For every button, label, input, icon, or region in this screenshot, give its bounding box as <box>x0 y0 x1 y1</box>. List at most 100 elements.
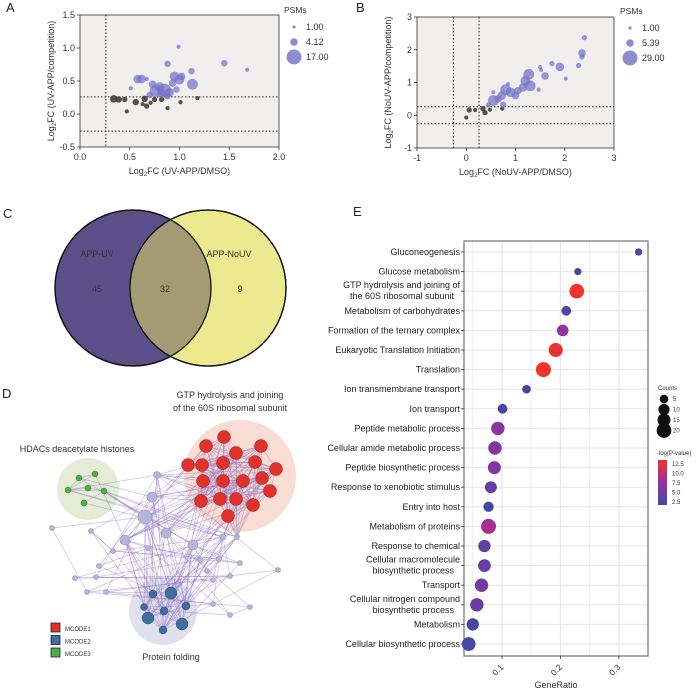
network-node-mcode1 <box>196 474 210 488</box>
network-node-mcode1 <box>194 494 208 508</box>
edge <box>143 606 183 625</box>
edge <box>98 547 149 567</box>
edge <box>144 480 244 518</box>
edge <box>124 477 263 541</box>
term-dot <box>481 518 497 534</box>
edge <box>227 461 256 517</box>
network-node-mcode1 <box>213 492 227 506</box>
edge <box>105 575 231 593</box>
edge <box>144 516 172 594</box>
network-node-mcode2 <box>159 606 169 616</box>
edge <box>181 544 194 625</box>
panel-letter-A: A <box>6 0 15 15</box>
legend-counts-label: 5 <box>673 397 677 403</box>
data-point <box>579 54 585 60</box>
network-node-mcode3 <box>80 499 88 507</box>
network-node <box>216 556 222 562</box>
data-point <box>122 96 128 103</box>
data-point <box>132 98 139 106</box>
network-node-mcode1 <box>217 430 231 444</box>
term-label: Ion transmembrane transport <box>344 384 461 394</box>
legend-size-label: 1.00 <box>306 22 324 32</box>
term-dot <box>635 248 643 256</box>
data-point <box>555 62 565 72</box>
network-node <box>119 534 131 546</box>
plot-frame <box>463 240 649 657</box>
edge <box>124 464 189 541</box>
x-axis-title: Log2FC (NoUV-APP/DMSO) <box>459 167 572 179</box>
network-node-mcode2 <box>141 611 155 625</box>
term-dot <box>491 421 505 436</box>
term-dot <box>497 403 508 414</box>
edge <box>192 498 237 546</box>
edge <box>181 559 201 625</box>
edge <box>163 610 231 616</box>
legend-size-label: 1.00 <box>642 23 660 33</box>
network-node-mcode1 <box>254 439 268 453</box>
network-node <box>103 589 109 595</box>
y-tick-label: 3 <box>407 12 412 22</box>
data-point <box>482 109 488 116</box>
edge <box>147 547 241 564</box>
edge <box>222 462 229 517</box>
data-point <box>245 67 250 72</box>
edge <box>162 477 263 631</box>
data-point <box>485 102 492 108</box>
edge <box>219 490 271 500</box>
term-dot <box>484 481 497 494</box>
edge <box>147 536 224 619</box>
edge <box>152 536 224 595</box>
edge <box>98 496 153 567</box>
panel-letter-D: D <box>2 386 11 401</box>
edge <box>165 480 224 534</box>
network-node-mcode1 <box>229 492 243 506</box>
edge <box>94 473 126 541</box>
edge <box>222 480 238 538</box>
network-node-mcode1 <box>199 439 213 453</box>
network-node-mcode1 <box>255 471 269 485</box>
edge <box>162 536 224 631</box>
data-point <box>188 67 195 75</box>
edge <box>95 576 214 581</box>
x-tick-label: 0.0 <box>74 152 87 162</box>
data-point <box>124 109 129 114</box>
term-label: Translation <box>416 365 460 375</box>
edge <box>222 480 244 538</box>
legend-counts-circle <box>658 403 670 416</box>
edge <box>78 477 153 498</box>
cluster-label-mcode2: Protein folding <box>142 652 200 662</box>
network-node <box>187 539 199 551</box>
network-node-mcode1 <box>221 509 235 523</box>
edge <box>144 516 187 607</box>
edge <box>90 530 114 552</box>
data-point <box>524 80 536 92</box>
legend-counts-label: 10 <box>673 408 680 414</box>
term-label: Ion transport <box>409 404 460 414</box>
edge <box>74 575 231 579</box>
edge <box>170 536 238 594</box>
network-node-mcode2 <box>140 603 148 611</box>
edge <box>78 477 194 546</box>
edge <box>223 436 237 500</box>
data-point <box>177 72 186 81</box>
term-dot <box>569 283 585 299</box>
term-label: Cellular amide metabolic process <box>327 443 460 453</box>
edge <box>124 539 164 631</box>
edge <box>252 461 256 506</box>
data-point <box>494 95 503 103</box>
data-point <box>473 107 478 113</box>
term-dot <box>488 441 502 455</box>
term-label: Peptide metabolic process <box>354 423 460 433</box>
x-tick-label: 0 <box>464 153 469 163</box>
edge <box>156 468 277 476</box>
legend-swatch-mcode1 <box>50 622 61 633</box>
edge <box>151 496 172 594</box>
legend-counts-label: 20 <box>673 429 680 435</box>
edge <box>219 445 262 500</box>
panel-B: B -1 0 1 2 3 -1 0 1 2 3 Log2FC (NoUV-APP/DMSO) Log2F… <box>356 0 665 179</box>
edge <box>105 591 172 594</box>
data-point <box>128 86 133 91</box>
network-node-mcode1 <box>269 462 283 476</box>
legend-size-circle <box>622 50 638 66</box>
